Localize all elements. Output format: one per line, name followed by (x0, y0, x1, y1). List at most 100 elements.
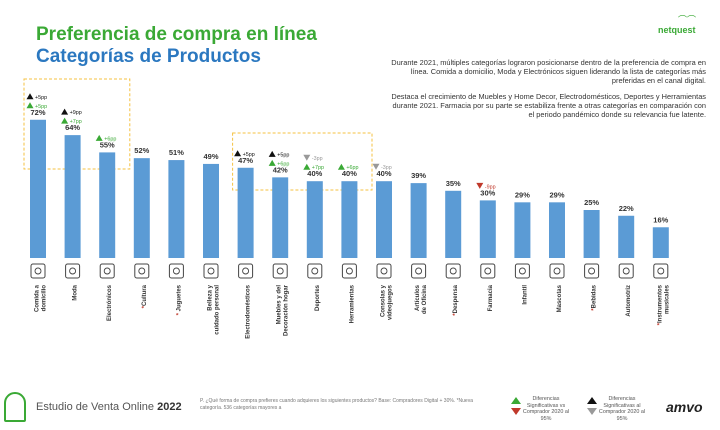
marker-label: +7pp (70, 119, 82, 125)
bar (479, 200, 496, 258)
marker-up-icon (61, 108, 69, 115)
category-label-line: Infantil (522, 285, 528, 305)
study-label: Estudio de Venta Online 2022 (36, 401, 182, 413)
highlight-box-top-categories (23, 78, 131, 170)
category-label-line: *Instrumentos (657, 284, 663, 325)
category-label: Belleza y cuidado personal (208, 284, 221, 334)
category-label-line: * Juguetes (176, 284, 182, 315)
data-label: 55% (100, 140, 115, 149)
category-label-line: Muebles y del (277, 285, 283, 325)
category-icon-detail (138, 267, 146, 275)
bar (272, 177, 289, 258)
netquest-logo-text: netquest (658, 25, 696, 35)
data-label: 72% (30, 108, 45, 117)
marker-label: +6pp (277, 161, 289, 167)
legend-significance-icon-1 (511, 397, 521, 415)
category-label-line: Moda (73, 284, 79, 300)
legend-label-2: Diferencias Significativas al Comprador … (598, 396, 646, 422)
category-icon-detail (415, 267, 423, 275)
data-label: 64% (65, 123, 80, 132)
bar (203, 163, 219, 258)
category-label-line: videojuegos (388, 284, 394, 320)
marker-label: +5pp (35, 95, 47, 101)
category-label-line: de Oficina (422, 284, 428, 314)
category-label: *Cultura (142, 284, 148, 308)
data-label: 47% (238, 156, 253, 165)
marker-label: -9pp (485, 184, 496, 190)
category-label: Herramientas (349, 284, 355, 323)
marker-label: -3pp (381, 165, 392, 171)
category-icon (307, 263, 323, 279)
footer-note: P. ¿Qué forma de compra prefieres cuando… (200, 398, 473, 411)
marker-label: -3pp (312, 156, 323, 162)
category-icon (584, 263, 600, 279)
category-label: Artículos de Oficina (415, 284, 428, 314)
category-label: Automotriz (626, 285, 632, 317)
marker-down-icon (372, 163, 380, 170)
netquest-logo: ⌒⌒ netquest (658, 16, 708, 36)
bar (64, 135, 81, 258)
category-icon-detail (34, 267, 42, 275)
category-label-line: Belleza y (208, 284, 214, 310)
legend-label-1: Diferencias Significativas vs Comprador … (522, 396, 570, 422)
category-icon (618, 263, 634, 279)
category-icon-detail (207, 267, 215, 275)
category-label: Farmacia (488, 284, 494, 311)
category-icon (653, 263, 669, 279)
category-icon (168, 263, 184, 279)
category-icon (203, 263, 219, 279)
bar (341, 181, 358, 258)
category-icon-detail (553, 267, 561, 275)
category-label: *Despensa (453, 284, 459, 315)
study-year: 2022 (157, 401, 182, 413)
data-label: 40% (376, 169, 391, 178)
category-icon (341, 263, 357, 279)
marker-up-icon (26, 102, 34, 109)
category-icon-detail (588, 267, 596, 275)
category-icon-detail (103, 267, 111, 275)
category-icon (411, 263, 427, 279)
category-icon-detail (380, 267, 388, 275)
category-icon (238, 263, 254, 279)
category-icon-detail (518, 267, 526, 275)
bar (30, 119, 46, 258)
bar (445, 190, 462, 258)
description-paragraph-1: Durante 2021, múltiples categorías logra… (391, 58, 706, 85)
category-icon-detail (276, 267, 284, 275)
category-icon-detail (311, 267, 319, 275)
category-icon (514, 263, 530, 279)
category-label-line: domicilio (42, 285, 48, 312)
category-label-line: musicales (664, 284, 670, 314)
bar (237, 167, 254, 258)
bar (410, 183, 427, 258)
category-label: Moda (73, 284, 79, 300)
data-label: 39% (411, 171, 426, 180)
bar (583, 210, 600, 258)
marker-label: +9pp (70, 110, 82, 116)
category-icon-detail (242, 267, 250, 275)
category-label-line: Comida a (35, 284, 41, 312)
category-icon (445, 263, 461, 279)
bar (99, 152, 116, 258)
marker-up-icon (268, 150, 276, 157)
bar (618, 215, 635, 258)
category-label-line: Electrónicos (107, 284, 113, 321)
bar (376, 181, 392, 258)
data-label: 51% (169, 148, 184, 157)
category-label: Deportes (315, 284, 321, 311)
category-label-line: *Bebidas (592, 284, 598, 310)
category-label-line: Artículos (415, 284, 421, 311)
data-label: 29% (515, 190, 530, 199)
category-icon-detail (484, 267, 492, 275)
category-icon (99, 263, 115, 279)
category-icon-detail (449, 267, 457, 275)
netquest-mark-icon: ⌒⌒ (678, 15, 697, 25)
category-icon (376, 263, 392, 279)
marker-label: +6pp (346, 165, 358, 171)
marker-up-icon (337, 163, 345, 170)
category-label-line: Automotriz (626, 285, 632, 317)
category-icon (272, 263, 288, 279)
category-icon (134, 263, 150, 279)
category-icon (30, 263, 46, 279)
